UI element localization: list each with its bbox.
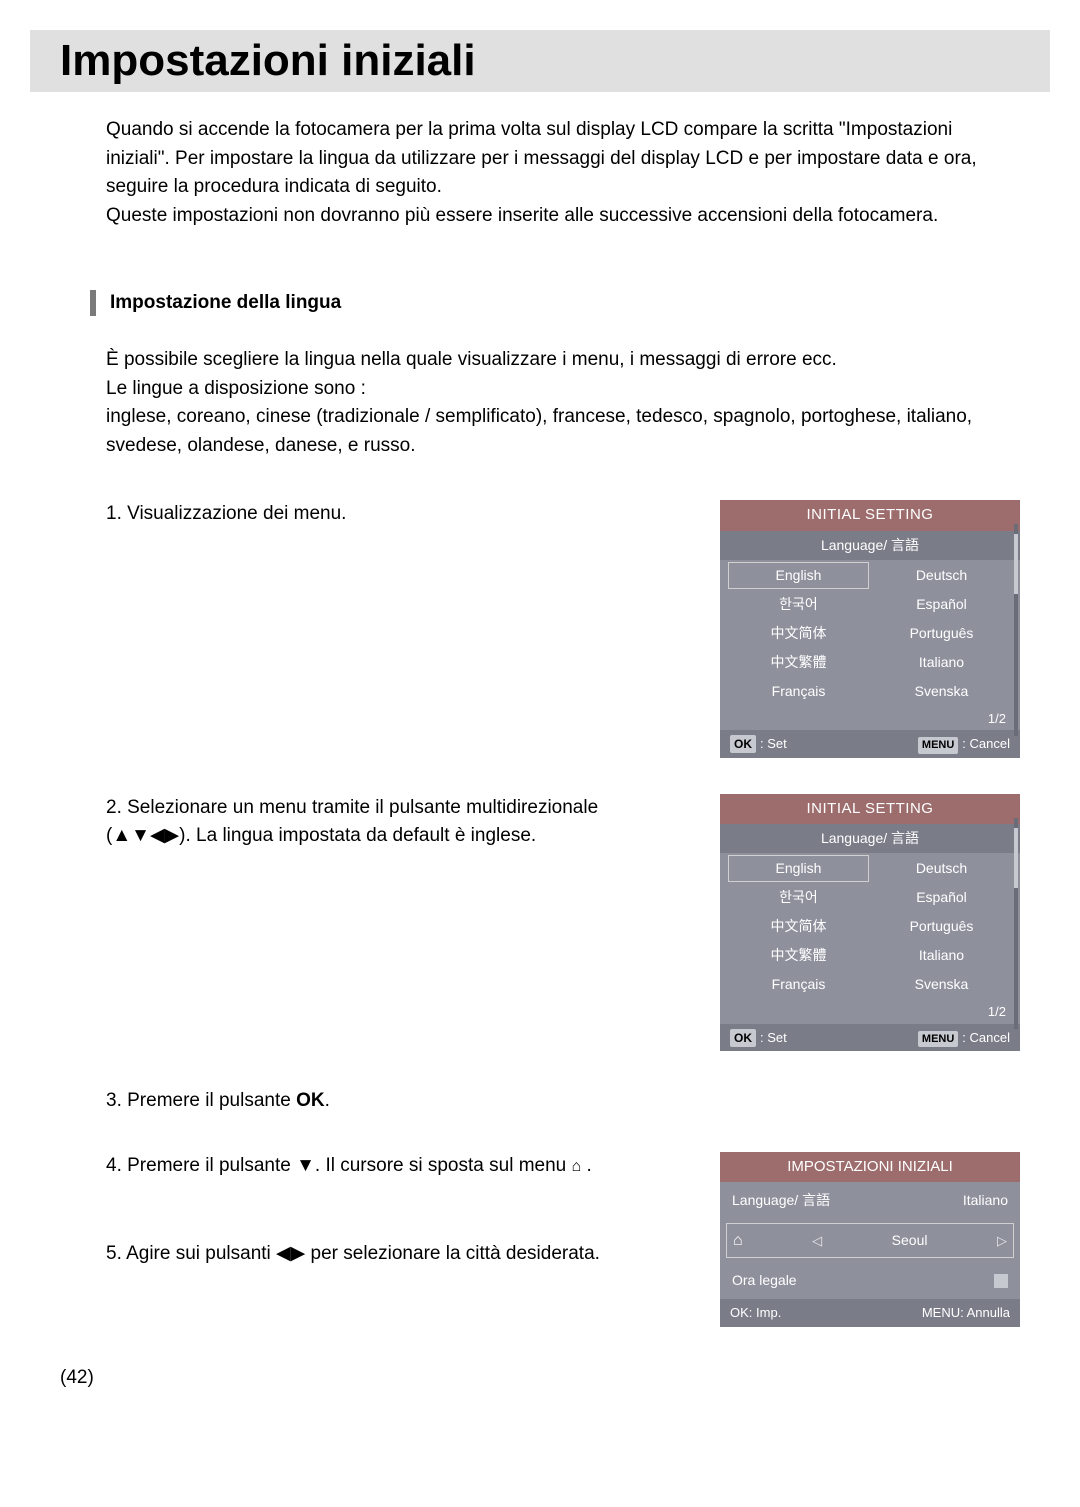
lang-english[interactable]: English — [728, 855, 869, 882]
lang-english[interactable]: English — [728, 562, 869, 589]
lcd-screenshot-2: INITIAL SETTING Language/ 言語 English Deu… — [720, 794, 1020, 1052]
lcd3-menu-hint: MENU: Annulla — [922, 1303, 1010, 1323]
lang-francais[interactable]: Français — [728, 971, 869, 998]
section-p3: inglese, coreano, cinese (tradizionale /… — [106, 403, 1020, 460]
lcd3-language-row[interactable]: Language/ 言語 Italiano — [720, 1182, 1020, 1219]
lang-deutsch[interactable]: Deutsch — [871, 562, 1012, 589]
lcd1-language-grid: English Deutsch 한국어 Español 中文简体 Portugu… — [720, 560, 1020, 707]
lcd1-scrollbar[interactable] — [1014, 524, 1018, 736]
lcd1-ok-hint: OK: Set — [730, 734, 787, 754]
lang-deutsch[interactable]: Deutsch — [871, 855, 1012, 882]
lang-svenska[interactable]: Svenska — [871, 678, 1012, 705]
lcd2-menu-hint: MENU: Cancel — [918, 1028, 1010, 1048]
title-bar: Impostazioni iniziali — [30, 30, 1050, 92]
lcd-screenshot-3: IMPOSTAZIONI INIZIALI Language/ 言語 Itali… — [720, 1152, 1020, 1327]
step-5-text: 5. Agire sui pulsanti ◀▶ per selezionare… — [106, 1240, 700, 1269]
lcd1-title: INITIAL SETTING — [720, 500, 1020, 531]
ok-icon: OK — [730, 1029, 756, 1047]
lang-italiano[interactable]: Italiano — [871, 942, 1012, 969]
lang-korean[interactable]: 한국어 — [728, 591, 869, 618]
lang-svenska[interactable]: Svenska — [871, 971, 1012, 998]
section-title: Impostazione della lingua — [110, 292, 341, 314]
lcd2-title: INITIAL SETTING — [720, 794, 1020, 825]
lcd3-title: IMPOSTAZIONI INIZIALI — [720, 1152, 1020, 1183]
page-number: (42) — [60, 1367, 1020, 1389]
lcd1-subtitle: Language/ 言語 — [720, 531, 1020, 560]
house-icon: ⌂ — [572, 1159, 582, 1175]
lcd2-ok-hint: OK: Set — [730, 1028, 787, 1048]
lang-espanol[interactable]: Español — [871, 591, 1012, 618]
step-2: 2. Selezionare un menu tramite il pulsan… — [106, 794, 1020, 1052]
lang-ch-trad[interactable]: 中文繁體 — [728, 649, 869, 676]
section-p2: Le lingue a disposizione sono : — [106, 375, 1020, 404]
lcd-screenshot-1: INITIAL SETTING Language/ 言語 English Deu… — [720, 500, 1020, 758]
intro-p1: Quando si accende la fotocamera per la p… — [106, 116, 1020, 202]
lcd2-page-indicator: 1/2 — [720, 1000, 1020, 1024]
lcd1-page-indicator: 1/2 — [720, 707, 1020, 731]
step-3-text: 3. Premere il pulsante OK. — [106, 1087, 1020, 1116]
section-bar-icon — [90, 290, 96, 316]
section-body: È possibile scegliere la lingua nella qu… — [106, 346, 1020, 1327]
lcd2-subtitle: Language/ 言語 — [720, 824, 1020, 853]
step-3: 3. Premere il pulsante OK. — [106, 1087, 1020, 1116]
menu-icon: MENU — [918, 737, 958, 754]
left-arrow-icon[interactable]: ◁ — [812, 1231, 822, 1251]
lang-ch-simp[interactable]: 中文简体 — [728, 913, 869, 940]
lang-ch-simp[interactable]: 中文简体 — [728, 620, 869, 647]
page-title: Impostazioni iniziali — [60, 36, 1050, 86]
dst-checkbox[interactable] — [994, 1274, 1008, 1288]
step-4-text: 4. Premere il pulsante ▼. Il cursore si … — [106, 1152, 700, 1181]
step-1-text: 1. Visualizzazione dei menu. — [106, 500, 720, 529]
lcd1-menu-hint: MENU: Cancel — [918, 734, 1010, 754]
step-1: 1. Visualizzazione dei menu. INITIAL SET… — [106, 500, 1020, 758]
lang-ch-trad[interactable]: 中文繁體 — [728, 942, 869, 969]
lcd2-language-grid: English Deutsch 한국어 Español 中文简体 Portugu… — [720, 853, 1020, 1000]
menu-icon: MENU — [918, 1031, 958, 1048]
step-2-text: 2. Selezionare un menu tramite il pulsan… — [106, 794, 720, 851]
lang-korean[interactable]: 한국어 — [728, 884, 869, 911]
house-icon: ⌂ — [733, 1233, 743, 1249]
step-4-5: 4. Premere il pulsante ▼. Il cursore si … — [106, 1152, 1020, 1327]
lang-espanol[interactable]: Español — [871, 884, 1012, 911]
lang-francais[interactable]: Français — [728, 678, 869, 705]
menu-icon: MENU — [922, 1305, 960, 1320]
lang-portugues[interactable]: Português — [871, 913, 1012, 940]
section-p1: È possibile scegliere la lingua nella qu… — [106, 346, 1020, 375]
lcd3-dst-row[interactable]: Ora legale — [720, 1262, 1020, 1299]
lcd3-ok-hint: OK: Imp. — [730, 1303, 781, 1323]
intro-text: Quando si accende la fotocamera per la p… — [106, 116, 1020, 230]
right-arrow-icon[interactable]: ▷ — [997, 1231, 1007, 1251]
lcd3-city-row[interactable]: ⌂ ◁ Seoul ▷ — [726, 1223, 1014, 1258]
section-heading: Impostazione della lingua — [90, 290, 1020, 316]
lcd2-scrollbar[interactable] — [1014, 818, 1018, 1030]
lang-portugues[interactable]: Português — [871, 620, 1012, 647]
city-value: Seoul — [892, 1230, 928, 1251]
ok-icon: OK — [730, 1305, 749, 1320]
ok-icon: OK — [730, 735, 756, 753]
intro-p2: Queste impostazioni non dovranno più ess… — [106, 202, 1020, 231]
lang-italiano[interactable]: Italiano — [871, 649, 1012, 676]
